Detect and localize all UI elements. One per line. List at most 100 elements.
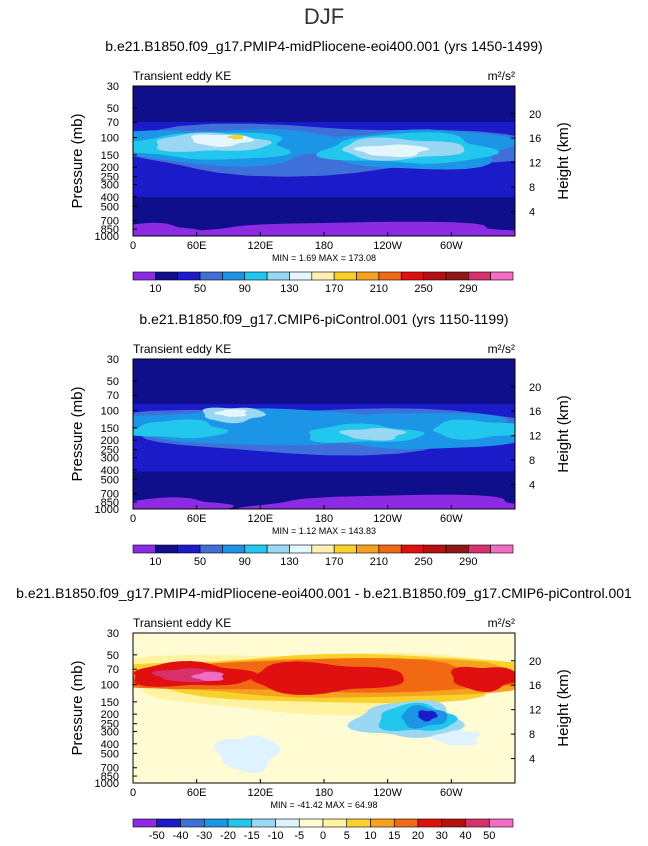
height-tick-label: 20	[529, 382, 541, 394]
x-tick-label: 120E	[247, 513, 273, 525]
colorbar-swatch	[199, 271, 223, 281]
units-label: m²/s²	[488, 69, 515, 83]
contour-band	[450, 666, 515, 692]
colorbar-label: 210	[370, 283, 388, 295]
y-tick-label: 150	[101, 423, 119, 435]
colorbar-label: 130	[280, 283, 298, 295]
y-tick-label: 1000	[95, 504, 119, 516]
colorbar-label: 0	[320, 830, 326, 842]
field-label: Transient eddy KE	[133, 69, 231, 83]
y-tick-label: 500	[101, 201, 119, 213]
x-tick-label: 60W	[440, 240, 463, 252]
colorbar-label: 50	[194, 283, 206, 295]
colorbar-swatch	[400, 544, 424, 554]
y-tick-label: 850	[101, 497, 119, 509]
x-tick-label: 0	[130, 513, 136, 525]
y-tick-label: 70	[107, 664, 119, 676]
colorbar-swatch	[311, 271, 335, 281]
min-max-stats: MIN = 1.12 MAX = 143.83	[272, 526, 376, 536]
y-tick-label: 100	[101, 680, 119, 692]
panel-2: b.e21.B1850.f09_g17.CMIP6-piControl.001 …	[69, 311, 572, 568]
colorbar-swatch	[155, 271, 179, 281]
y-tick-label: 300	[101, 726, 119, 738]
height-tick-label: 4	[529, 207, 535, 219]
colorbar-label: 50	[483, 830, 495, 842]
colorbar-swatch	[222, 271, 246, 281]
y-tick-label: 1000	[95, 231, 119, 243]
colorbar-swatch	[400, 271, 424, 281]
height-tick-label: 8	[529, 182, 535, 194]
contour-band	[133, 222, 203, 236]
contour-band	[339, 428, 407, 441]
colorbar-swatch	[333, 271, 357, 281]
panel-title: b.e21.B1850.f09_g17.PMIP4-midPliocene-eo…	[16, 585, 632, 601]
x-tick-label: 180	[315, 240, 333, 252]
colorbar-swatch	[333, 544, 357, 554]
panel-1: b.e21.B1850.f09_g17.PMIP4-midPliocene-eo…	[69, 38, 572, 295]
colorbar-swatch	[370, 818, 395, 828]
colorbar-label: 210	[370, 556, 388, 568]
colorbar-swatch	[490, 544, 514, 554]
height-tick-label: 8	[529, 729, 535, 741]
y-tick-label: 700	[101, 489, 119, 501]
colorbar-swatch	[180, 818, 205, 828]
colorbar-swatch	[132, 818, 158, 828]
colorbar-label: -40	[173, 830, 189, 842]
contour-field	[133, 359, 515, 509]
colorbar-swatch	[266, 544, 290, 554]
colorbar-swatch	[441, 818, 466, 828]
colorbar-swatch	[417, 818, 443, 828]
y-tick-label: 500	[101, 748, 119, 760]
colorbar-label: 20	[412, 830, 424, 842]
field-label: Transient eddy KE	[133, 616, 231, 630]
y-tick-label: 850	[101, 771, 119, 783]
y-tick-label: 300	[101, 452, 119, 464]
colorbar-swatch	[275, 818, 300, 828]
height-tick-label: 12	[529, 158, 541, 170]
colorbar-label: 5	[344, 830, 350, 842]
colorbar-swatch	[177, 271, 201, 281]
x-tick-label: 180	[315, 787, 333, 799]
contour-band	[353, 144, 430, 157]
field-label: Transient eddy KE	[133, 342, 231, 356]
y-tick-label: 250	[101, 719, 119, 731]
colorbar-label: 30	[436, 830, 448, 842]
colorbar-swatch	[266, 271, 290, 281]
y-tick-label: 400	[101, 739, 119, 751]
contour-band	[133, 419, 229, 439]
colorbar-label: -15	[244, 830, 260, 842]
y-tick-label: 150	[101, 150, 119, 162]
colorbar-swatch	[289, 544, 313, 554]
height-tick-label: 4	[529, 480, 535, 492]
contour-band	[250, 661, 404, 695]
contour-band	[418, 710, 438, 722]
colorbar-label: 290	[459, 556, 477, 568]
colorbar-swatch	[132, 271, 156, 281]
x-tick-label: 0	[130, 787, 136, 799]
colorbar-label: 130	[280, 556, 298, 568]
contour-band	[214, 409, 247, 417]
colorbar-swatch	[490, 271, 514, 281]
colorbar-swatch	[356, 271, 380, 281]
colorbar-swatch	[203, 818, 229, 828]
min-max-stats: MIN = -41.42 MAX = 64.98	[270, 800, 377, 810]
colorbar-label: -5	[294, 830, 304, 842]
contour-band	[191, 672, 224, 681]
x-tick-label: 60W	[440, 513, 463, 525]
colorbar-swatch	[199, 544, 223, 554]
contour-band	[227, 134, 244, 140]
y-tick-label: 200	[101, 435, 119, 447]
colorbar-swatch	[465, 818, 490, 828]
y-tick-label: 150	[101, 697, 119, 709]
colorbar-label: 90	[239, 283, 251, 295]
colorbar-swatch	[155, 544, 179, 554]
colorbar-label: 50	[194, 556, 206, 568]
contour-band	[214, 735, 281, 774]
colorbar-swatch	[222, 544, 246, 554]
colorbar-swatch	[356, 544, 380, 554]
contour-band	[430, 730, 480, 746]
colorbar-swatch	[445, 271, 469, 281]
colorbar-swatch	[251, 818, 276, 828]
min-max-stats: MIN = 1.69 MAX = 173.08	[272, 253, 376, 263]
x-tick-label: 180	[315, 513, 333, 525]
